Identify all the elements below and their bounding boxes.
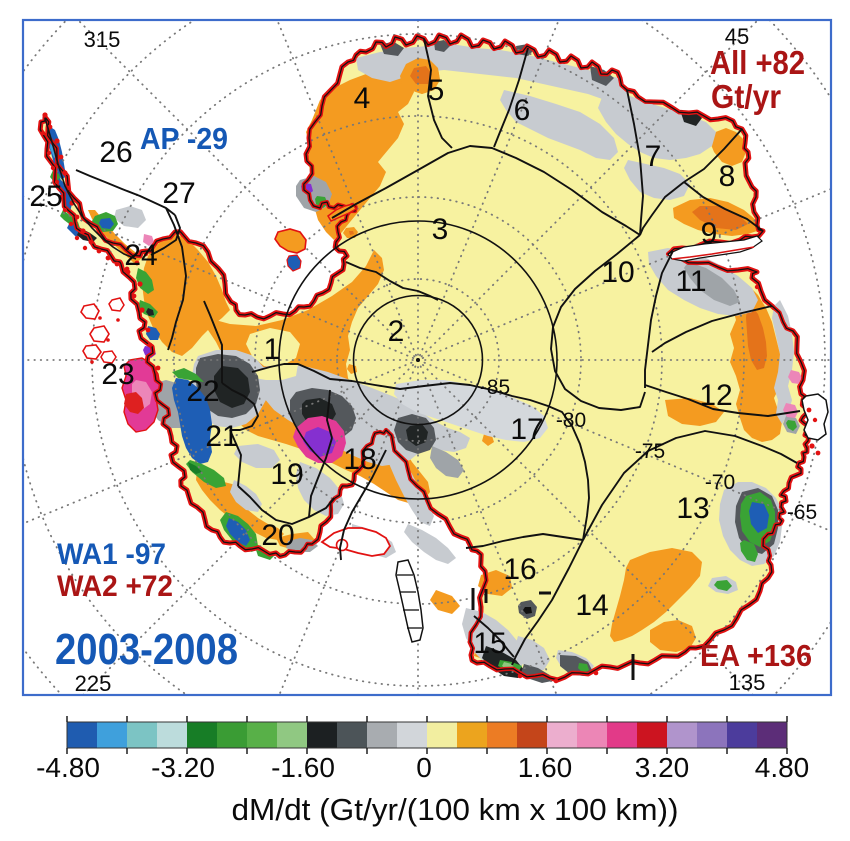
svg-text:3: 3: [432, 213, 449, 246]
svg-text:18: 18: [343, 443, 376, 476]
svg-text:2003-2008: 2003-2008: [55, 625, 238, 674]
svg-text:1.60: 1.60: [518, 752, 573, 783]
svg-text:2: 2: [388, 315, 405, 348]
svg-text:-65: -65: [787, 501, 817, 524]
svg-text:7: 7: [645, 140, 662, 173]
svg-text:22: 22: [186, 375, 219, 408]
svg-text:dM/dt (Gt/yr/(100 km x 100 km): dM/dt (Gt/yr/(100 km x 100 km)): [232, 792, 679, 827]
svg-text:-75: -75: [635, 440, 665, 463]
svg-text:25: 25: [29, 180, 62, 213]
svg-text:13: 13: [676, 492, 709, 525]
svg-text:15: 15: [473, 627, 506, 660]
svg-text:Gt/yr: Gt/yr: [711, 78, 781, 115]
svg-text:9: 9: [701, 217, 718, 250]
svg-text:225: 225: [75, 671, 112, 696]
svg-text:4: 4: [354, 82, 371, 115]
svg-text:24: 24: [124, 239, 157, 272]
svg-text:0: 0: [416, 752, 432, 783]
svg-text:17: 17: [510, 413, 543, 446]
svg-text:EA +136: EA +136: [700, 638, 812, 673]
svg-text:20: 20: [261, 519, 294, 552]
svg-text:135: 135: [729, 670, 766, 695]
svg-text:10: 10: [601, 256, 634, 289]
svg-text:WA1 -97: WA1 -97: [57, 538, 166, 571]
svg-text:5: 5: [428, 74, 445, 107]
svg-text:3.20: 3.20: [635, 752, 690, 783]
svg-text:19: 19: [270, 458, 303, 491]
svg-text:All +82: All +82: [710, 44, 805, 81]
svg-text:4.80: 4.80: [755, 752, 810, 783]
svg-text:AP -29: AP -29: [140, 121, 228, 156]
svg-text:23: 23: [101, 358, 134, 391]
svg-text:12: 12: [699, 379, 732, 412]
svg-text:26: 26: [99, 136, 132, 169]
svg-text:27: 27: [162, 177, 195, 210]
svg-text:14: 14: [575, 589, 608, 622]
svg-text:-70: -70: [705, 471, 735, 494]
svg-text:-4.80: -4.80: [36, 752, 100, 783]
svg-text:-3.20: -3.20: [151, 752, 215, 783]
svg-text:315: 315: [84, 27, 121, 52]
svg-text:16: 16: [503, 553, 536, 586]
svg-text:21: 21: [205, 420, 238, 453]
svg-text:1: 1: [264, 333, 281, 366]
svg-text:45: 45: [725, 24, 749, 49]
svg-text:-85: -85: [480, 376, 510, 399]
svg-text:WA2 +72: WA2 +72: [57, 570, 173, 603]
svg-text:-80: -80: [556, 409, 586, 432]
svg-text:6: 6: [514, 94, 531, 127]
svg-text:11: 11: [675, 265, 706, 298]
svg-text:-1.60: -1.60: [271, 752, 335, 783]
svg-text:8: 8: [719, 160, 736, 193]
